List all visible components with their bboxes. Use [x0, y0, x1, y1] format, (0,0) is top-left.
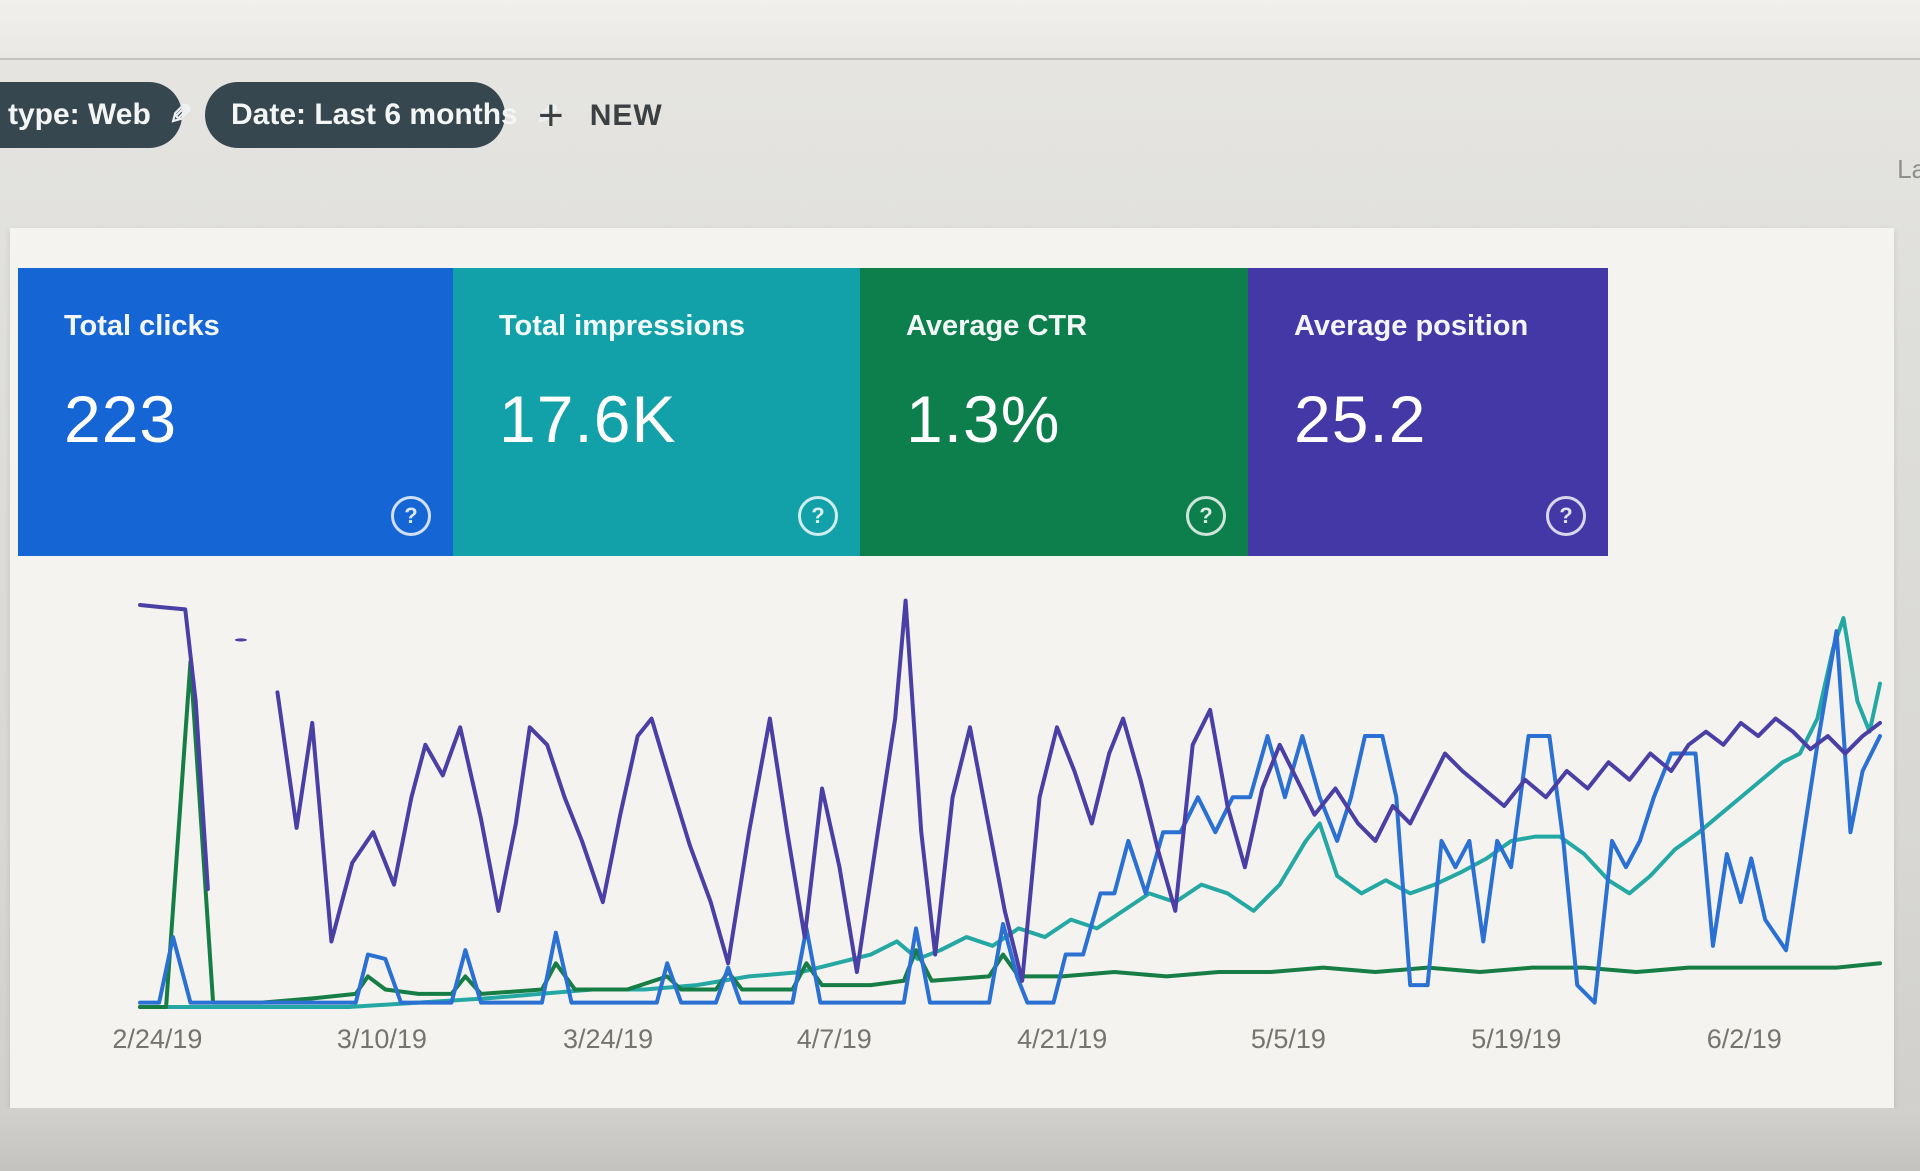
metric-cards-row: Total clicks 223 ? Total impressions 17.… [18, 268, 1608, 556]
average-position-point [234, 638, 248, 642]
performance-panel: Total clicks 223 ? Total impressions 17.… [10, 228, 1894, 1110]
x-axis-label: 5/5/19 [1250, 1024, 1326, 1054]
total-impressions-card[interactable]: Total impressions 17.6K ? [453, 268, 860, 556]
plus-icon: + [538, 91, 564, 140]
clipped-right-text: La [1897, 154, 1920, 184]
edit-pencil-icon[interactable]: ✎ [168, 99, 193, 130]
new-filter-button[interactable]: + NEW [538, 88, 663, 144]
search-type-chip-label: type: Web [8, 98, 151, 131]
card-label: Average position [1294, 310, 1529, 342]
performance-line-chart[interactable] [140, 570, 1880, 1007]
x-axis-label: 4/7/19 [796, 1024, 872, 1054]
date-chip-label: Date: Last 6 months [231, 98, 518, 131]
new-button-label: NEW [589, 99, 663, 132]
x-axis-label: 4/21/19 [1017, 1024, 1108, 1054]
x-axis-label: 2/24/19 [112, 1024, 203, 1054]
average-ctr-line [140, 662, 1880, 1007]
card-value: 1.3% [906, 382, 1061, 456]
x-axis-label: 6/2/19 [1706, 1024, 1782, 1054]
card-label: Total impressions [499, 310, 746, 342]
average-ctr-card[interactable]: Average CTR 1.3% ? [860, 268, 1248, 556]
total-clicks-card[interactable]: Total clicks 223 ? [18, 268, 453, 556]
x-axis-labels: 2/24/19 3/10/19 3/24/19 4/7/19 4/21/19 5/5/19… [112, 1024, 1880, 1064]
window-top-strip [0, 0, 1920, 60]
chart-canvas[interactable] [140, 570, 1880, 1007]
page-bottom-area [0, 1108, 1920, 1171]
average-position-line [277, 601, 1880, 981]
filters-toolbar: type: Web ✎ Date: Last 6 months ✎ + NEW … [0, 58, 1920, 228]
card-label: Total clicks [64, 310, 220, 342]
date-filter-chip[interactable]: Date: Last 6 months ✎ [205, 82, 559, 148]
x-axis-label: 3/10/19 [336, 1024, 427, 1054]
help-icon[interactable]: ? [798, 496, 838, 536]
search-type-filter-chip[interactable]: type: Web ✎ [0, 82, 192, 148]
card-label: Average CTR [906, 310, 1088, 342]
total-clicks-line [140, 631, 1880, 1002]
average-position-line [140, 605, 208, 889]
help-icon[interactable]: ? [391, 496, 431, 536]
x-axis-label: 3/24/19 [563, 1024, 654, 1054]
help-icon[interactable]: ? [1186, 496, 1226, 536]
average-position-card[interactable]: Average position 25.2 ? [1248, 268, 1608, 556]
card-value: 25.2 [1294, 382, 1427, 456]
help-icon[interactable]: ? [1546, 496, 1586, 536]
card-value: 17.6K [499, 382, 677, 456]
card-value: 223 [64, 382, 178, 456]
x-axis-label: 5/19/19 [1471, 1024, 1562, 1054]
